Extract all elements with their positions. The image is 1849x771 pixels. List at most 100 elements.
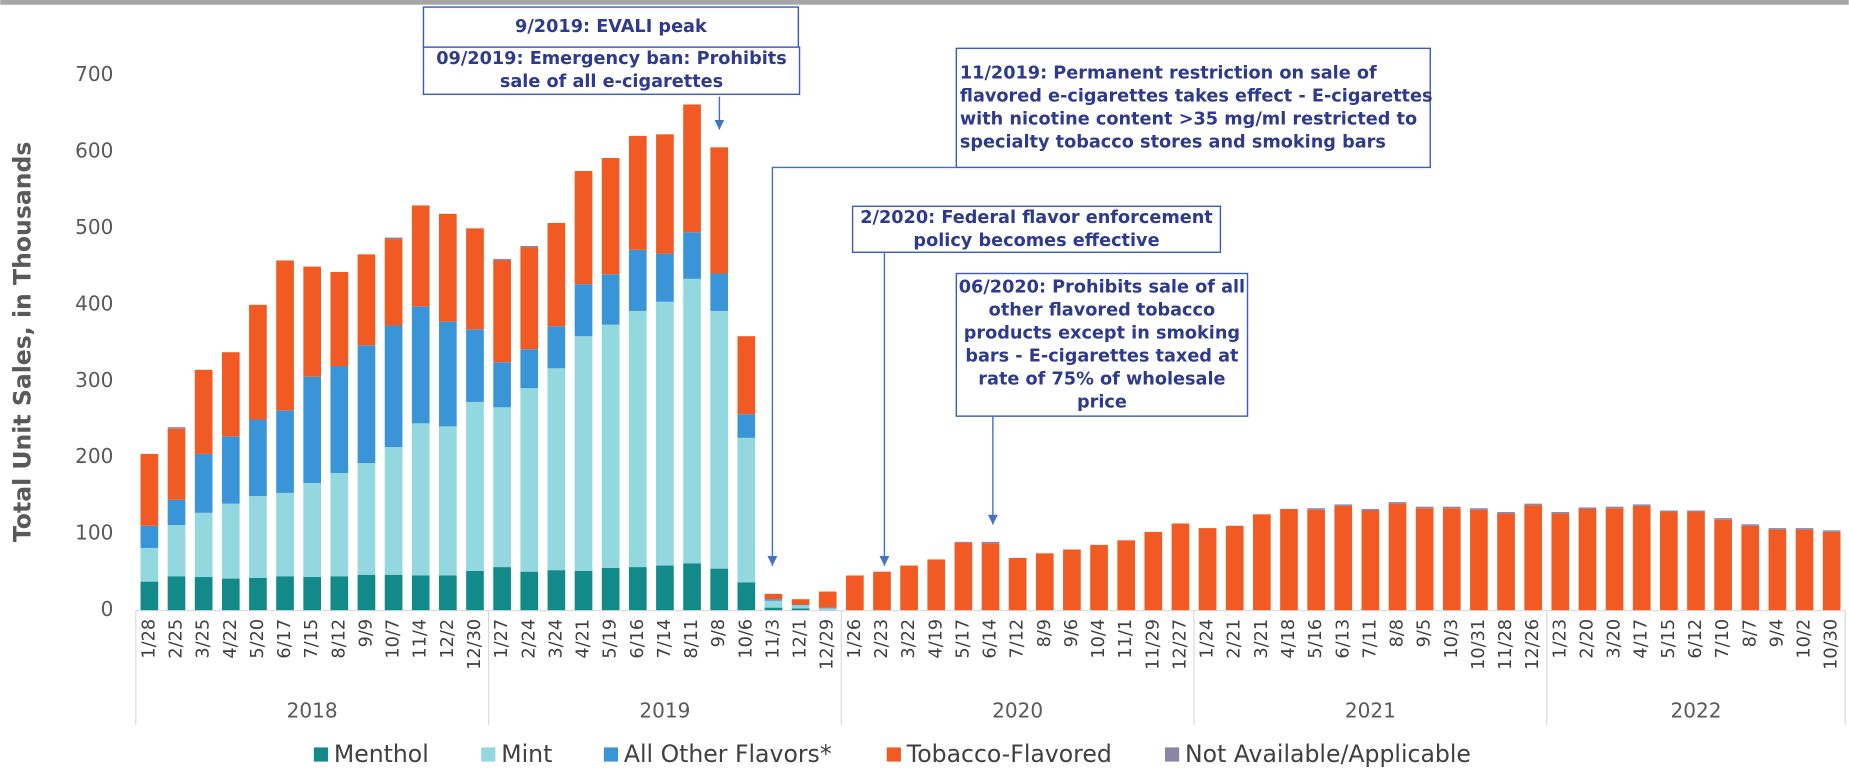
x-tick-label: 5/16	[1306, 619, 1326, 659]
bar-segment	[791, 604, 810, 606]
bar-segment	[439, 575, 457, 611]
bar-segment	[1497, 512, 1515, 514]
y-tick-label: 0	[101, 597, 114, 621]
bar-segment	[303, 577, 322, 611]
bar-segment	[656, 253, 674, 302]
bar-segment	[1470, 509, 1488, 611]
x-tick-label: 1/28	[139, 619, 159, 659]
bar-segment	[764, 600, 783, 608]
bar-segment	[357, 345, 376, 464]
bar-segment	[384, 447, 403, 575]
bar-segment	[520, 388, 539, 572]
bar-segment	[628, 310, 647, 568]
x-tick-label: 10/3	[1442, 619, 1462, 659]
bar-segment	[656, 565, 674, 611]
bar-segment	[1768, 529, 1787, 611]
bar-segment	[194, 369, 213, 454]
legend-label: Mint	[501, 740, 552, 768]
bar-segment	[628, 249, 647, 311]
bar-segment	[493, 362, 511, 408]
bar-segment	[493, 407, 511, 568]
annotation-text: products except in smoking	[964, 323, 1240, 343]
bar-segment	[357, 463, 376, 575]
bar-segment	[221, 436, 240, 504]
bar-segment	[466, 401, 484, 571]
bar-segment	[1063, 549, 1081, 611]
bar-segment	[1225, 525, 1244, 611]
bar-segment	[927, 559, 946, 611]
bar-segment	[1741, 524, 1760, 526]
x-tick-label: 11/4	[411, 619, 431, 659]
bar-segment	[1605, 506, 1624, 509]
bar-segment	[710, 273, 729, 311]
legend-label: Not Available/Applicable	[1185, 740, 1471, 768]
x-tick-label: 11/28	[1496, 619, 1516, 670]
x-tick-label: 8/8	[1388, 619, 1408, 647]
x-tick-label: 7/14	[655, 619, 675, 659]
bar-segment	[1551, 512, 1570, 514]
bar-segment	[547, 223, 566, 327]
annotation-text: 09/2019: Emergency ban: Prohibits	[436, 49, 787, 69]
legend-swatch	[886, 747, 901, 762]
x-tick-label: 12/26	[1523, 619, 1543, 670]
annotation-text: bars - E-cigarettes taxed at	[965, 346, 1239, 366]
top-rule	[0, 0, 1849, 5]
bar-segment	[818, 607, 837, 609]
annotation-box	[422, 46, 801, 96]
bar-segment	[221, 503, 240, 579]
x-tick-label: 7/10	[1713, 619, 1733, 659]
x-tick-label: 6/16	[628, 619, 648, 659]
bar-segment	[520, 571, 539, 611]
bar-segment	[1795, 529, 1814, 611]
group-label: 2021	[1345, 699, 1396, 723]
bar-segment	[303, 266, 322, 377]
bar-segment	[249, 419, 267, 496]
bar-segment	[574, 570, 593, 611]
legend-swatch	[603, 747, 618, 762]
bar-segment	[411, 423, 430, 576]
bar-segment	[1741, 525, 1760, 611]
legend-label: Menthol	[334, 740, 429, 768]
x-tick-label: 3/25	[194, 619, 214, 659]
bar-segment	[601, 324, 620, 568]
x-tick-label: 2/25	[167, 619, 187, 659]
bar-segment	[330, 473, 349, 577]
bar-segment	[1388, 502, 1407, 504]
x-tick-label: 12/27	[1170, 619, 1190, 670]
bar-segment	[1361, 508, 1380, 511]
bar-segment	[764, 607, 783, 611]
annotation-text: with nicotine content >35 mg/ml restrict…	[960, 109, 1417, 129]
bar-segment	[547, 570, 566, 611]
bar-segment	[520, 349, 539, 389]
bar-segment	[574, 284, 593, 337]
bar-segment	[249, 577, 267, 611]
bar-segment	[1687, 510, 1705, 513]
bar-segment	[1442, 508, 1461, 611]
bar-segment	[1795, 528, 1814, 530]
x-tick-label: 4/18	[1279, 619, 1299, 659]
bar-segment	[357, 254, 376, 346]
bar-segment	[384, 325, 403, 448]
bar-segment	[411, 306, 430, 424]
x-tick-label: 11/29	[1143, 619, 1163, 670]
x-tick-label: 7/12	[1008, 619, 1028, 659]
bar-segment	[628, 567, 647, 611]
bar-segment	[384, 574, 403, 611]
bar-segment	[954, 542, 973, 611]
bar-segment	[791, 608, 810, 611]
y-tick-label: 700	[75, 62, 113, 86]
legend-label: Tobacco-Flavored	[906, 740, 1112, 768]
annotation-text: sale of all e-cigarettes	[500, 72, 723, 92]
x-tick-label: 4/17	[1632, 619, 1652, 659]
y-tick-label: 400	[75, 291, 113, 315]
bar-segment	[1415, 508, 1434, 611]
x-tick-label: 6/14	[981, 619, 1001, 659]
legend-swatch	[313, 747, 328, 762]
x-tick-label: 10/4	[1089, 619, 1109, 659]
annotation-text: price	[1077, 392, 1127, 412]
y-tick-label: 200	[75, 444, 113, 468]
x-tick-label: 5/19	[601, 619, 621, 659]
bar-segment	[439, 321, 457, 427]
bar-segment	[1198, 528, 1217, 611]
